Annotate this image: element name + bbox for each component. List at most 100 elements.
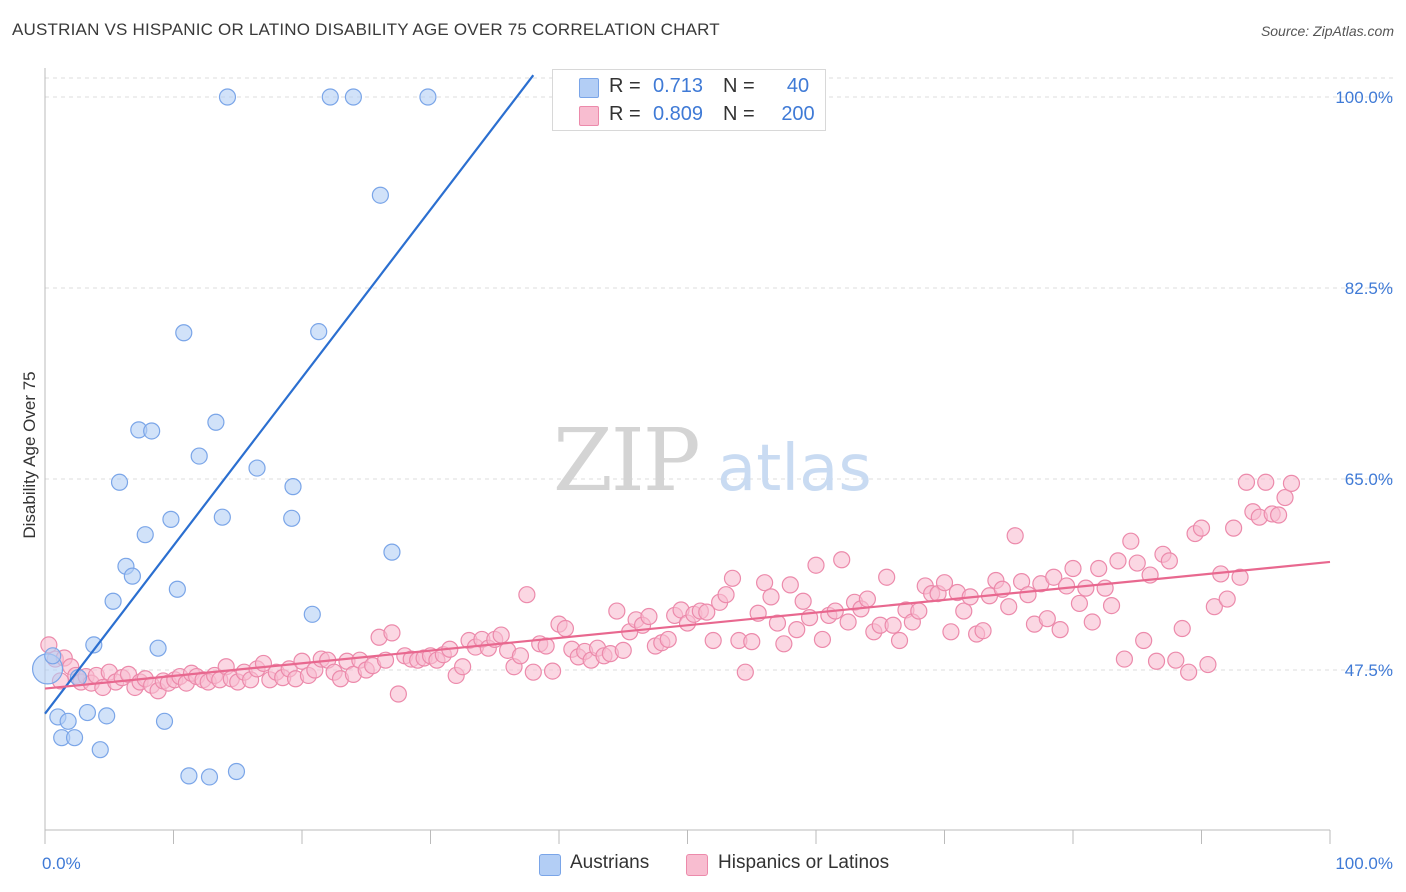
austrians-point xyxy=(213,508,231,526)
axes xyxy=(44,68,1331,844)
series-austrians-points xyxy=(31,88,437,786)
hispanics-point xyxy=(608,602,626,620)
hispanics-point xyxy=(1064,559,1082,578)
y-axis-label: Disability Age Over 75 xyxy=(20,371,39,538)
legend-row-austrians: R = 0.713 N = 40 xyxy=(553,73,825,101)
hispanics-point xyxy=(723,569,742,587)
y-tick-label: 47.5% xyxy=(1345,661,1393,680)
austrians-point xyxy=(136,526,154,544)
austrians-point xyxy=(200,768,219,786)
chart-title: AUSTRIAN VS HISPANIC OR LATINO DISABILIT… xyxy=(12,20,720,39)
legend-swatch-austrians xyxy=(539,854,561,876)
watermark-atlas: atlas xyxy=(717,432,872,506)
legend-swatch-hispanics xyxy=(686,854,708,876)
hispanics-point xyxy=(974,622,992,640)
austrians-point xyxy=(123,567,141,585)
austrians-point xyxy=(110,473,129,491)
austrians-point xyxy=(175,324,193,342)
hispanics-point xyxy=(1135,631,1153,650)
austrians-point xyxy=(155,712,174,730)
hispanics-point xyxy=(1077,579,1095,597)
hispanics-point xyxy=(1122,532,1140,550)
austrians-point xyxy=(91,741,109,759)
legend-r-value: 0.713 xyxy=(653,75,704,97)
hispanics-point xyxy=(1090,559,1108,578)
hispanics-point xyxy=(1167,651,1185,669)
hispanics-point xyxy=(1276,488,1294,507)
hispanics-point xyxy=(454,658,472,676)
hispanics-point xyxy=(1128,554,1146,572)
austrians-point xyxy=(344,88,362,106)
hispanics-point xyxy=(743,633,761,651)
x-tick-label: 100.0% xyxy=(1335,854,1393,873)
chart-source: Source: ZipAtlas.com xyxy=(1260,23,1394,39)
y-tick-label: 65.0% xyxy=(1345,470,1393,489)
austrians-point xyxy=(162,510,180,528)
hispanics-point xyxy=(1269,506,1288,524)
hispanics-point xyxy=(1051,621,1069,639)
hispanics-point xyxy=(858,590,877,608)
hispanics-point xyxy=(704,631,722,650)
hispanics-point xyxy=(492,626,510,644)
hispanics-point xyxy=(762,588,780,606)
austrians-point xyxy=(310,323,328,341)
hispanics-point xyxy=(511,647,530,665)
hispanics-point xyxy=(717,586,735,604)
grid-lines xyxy=(45,77,1395,671)
tick-labels: 47.5% 65.0% 82.5% 100.0% 0.0% 100.0% xyxy=(42,88,1393,873)
austrians-point xyxy=(227,762,246,781)
hispanics-point xyxy=(807,556,825,574)
austrians-point xyxy=(65,729,84,747)
legend-row-hispanics: R = 0.809 N = 200 xyxy=(553,101,825,129)
hispanics-point xyxy=(1218,590,1236,608)
hispanics-point xyxy=(755,574,774,592)
y-tick-label: 100.0% xyxy=(1335,88,1393,107)
hispanics-point xyxy=(775,635,793,653)
legend-n-value: 40 xyxy=(786,75,810,97)
watermark-zip: ZIP xyxy=(553,411,699,511)
austrians-point xyxy=(59,712,77,730)
legend-label-austrians: Austrians xyxy=(570,852,650,873)
hispanics-point xyxy=(1173,619,1191,638)
hispanics-point xyxy=(543,662,562,680)
hispanics-point xyxy=(614,641,632,659)
y-tick-label: 82.5% xyxy=(1345,279,1393,298)
hispanics-point xyxy=(833,551,851,569)
hispanics-point xyxy=(942,623,960,641)
austrians-point xyxy=(180,767,198,785)
hispanics-point xyxy=(839,613,857,631)
legend-r-label: R = xyxy=(609,75,641,97)
hispanics-point xyxy=(910,602,928,620)
hispanics-point xyxy=(788,621,806,639)
austrians-point xyxy=(248,459,266,477)
hispanics-point xyxy=(1083,613,1101,631)
hispanics-point xyxy=(1225,519,1243,537)
hispanics-point xyxy=(524,663,542,681)
hispanics-point xyxy=(935,574,954,592)
x-tick-label: 0.0% xyxy=(42,854,81,873)
hispanics-point xyxy=(640,607,658,626)
hispanics-point xyxy=(794,592,812,610)
austrians-trend-line xyxy=(44,74,535,715)
hispanics-point xyxy=(1057,577,1076,595)
hispanics-point xyxy=(884,616,902,634)
hispanics-point xyxy=(736,663,754,681)
hispanics-point xyxy=(1038,610,1056,628)
hispanics-point xyxy=(1257,473,1275,491)
austrians-point xyxy=(218,88,237,106)
hispanics-point xyxy=(537,637,555,655)
hispanics-point xyxy=(878,568,896,586)
austrians-point xyxy=(85,636,103,654)
hispanics-point xyxy=(890,631,909,650)
austrians-point xyxy=(143,422,161,440)
hispanics-point xyxy=(1231,568,1249,586)
legend-r-value: 0.809 xyxy=(653,103,704,125)
hispanics-point xyxy=(1199,655,1217,674)
hispanics-point xyxy=(1115,650,1134,668)
hispanics-point xyxy=(383,624,401,642)
hispanics-point xyxy=(556,619,575,638)
watermark: ZIP atlas xyxy=(553,411,872,511)
legend-label-hispanics: Hispanics or Latinos xyxy=(718,852,890,873)
austrians-point xyxy=(78,703,97,722)
legend-swatch-blue xyxy=(579,78,599,98)
